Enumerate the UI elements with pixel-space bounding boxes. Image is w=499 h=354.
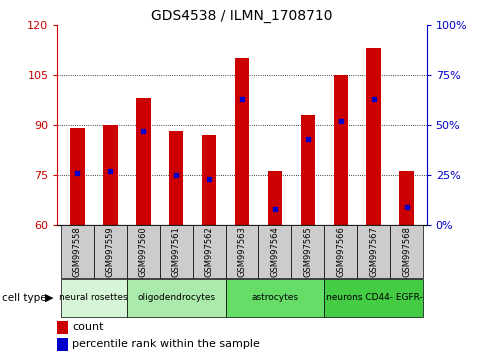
Bar: [235, 58, 250, 225]
Text: GSM997566: GSM997566: [336, 226, 345, 277]
Bar: [103, 125, 118, 225]
Text: ▶: ▶: [45, 293, 54, 303]
Bar: [390, 225, 423, 278]
Text: GSM997565: GSM997565: [303, 226, 312, 277]
Bar: [57, 338, 68, 350]
Text: GSM997561: GSM997561: [172, 226, 181, 277]
Bar: [300, 115, 315, 225]
Bar: [226, 225, 258, 278]
Bar: [57, 321, 68, 334]
Bar: [267, 171, 282, 225]
Text: cell type: cell type: [2, 293, 47, 303]
Text: percentile rank within the sample: percentile rank within the sample: [72, 339, 260, 349]
Text: neural rosettes: neural rosettes: [59, 293, 128, 302]
Text: neurons CD44- EGFR-: neurons CD44- EGFR-: [325, 293, 422, 302]
Bar: [324, 279, 423, 317]
Text: GSM997567: GSM997567: [369, 226, 378, 277]
Text: GSM997559: GSM997559: [106, 226, 115, 277]
Bar: [226, 279, 324, 317]
Bar: [202, 135, 217, 225]
Text: count: count: [72, 322, 104, 332]
Bar: [333, 75, 348, 225]
Bar: [399, 171, 414, 225]
Text: oligodendrocytes: oligodendrocytes: [137, 293, 215, 302]
Bar: [291, 225, 324, 278]
Bar: [70, 128, 85, 225]
Text: GDS4538 / ILMN_1708710: GDS4538 / ILMN_1708710: [151, 9, 333, 23]
Bar: [366, 48, 381, 225]
Text: GSM997563: GSM997563: [238, 226, 247, 277]
Text: GSM997568: GSM997568: [402, 226, 411, 277]
Bar: [193, 225, 226, 278]
Text: GSM997560: GSM997560: [139, 226, 148, 277]
Bar: [258, 225, 291, 278]
Bar: [169, 131, 184, 225]
Text: GSM997564: GSM997564: [270, 226, 279, 277]
Bar: [94, 225, 127, 278]
Bar: [160, 225, 193, 278]
Bar: [136, 98, 151, 225]
Bar: [61, 225, 94, 278]
Bar: [357, 225, 390, 278]
Bar: [127, 279, 226, 317]
Bar: [61, 279, 127, 317]
Text: GSM997558: GSM997558: [73, 226, 82, 277]
Bar: [127, 225, 160, 278]
Text: GSM997562: GSM997562: [205, 226, 214, 277]
Bar: [324, 225, 357, 278]
Text: astrocytes: astrocytes: [251, 293, 298, 302]
